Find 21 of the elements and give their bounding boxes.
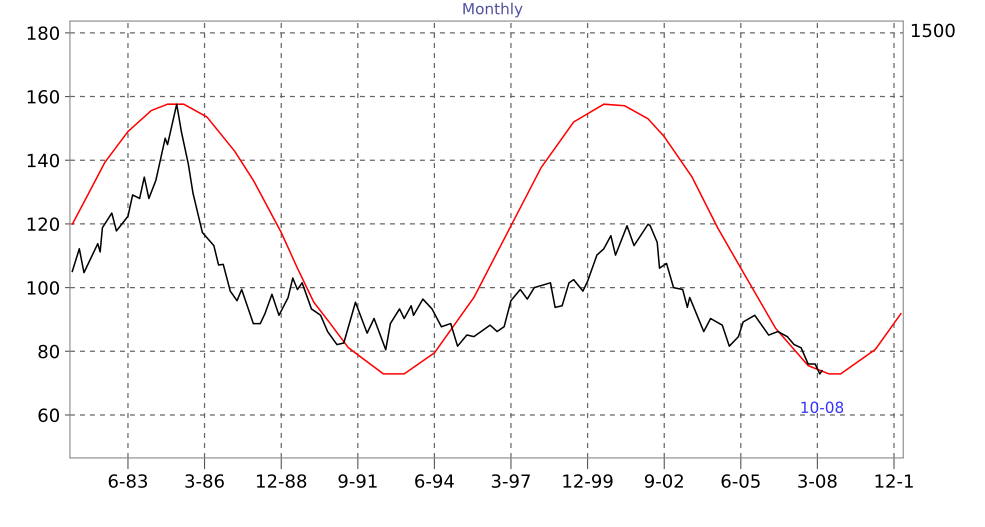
x-tick-label: 12-88 xyxy=(257,474,306,488)
x-tick-label: 9-02 xyxy=(644,474,683,488)
text: 1500 xyxy=(912,24,955,38)
y-tick-label: 160 xyxy=(28,90,60,104)
x-tick-label: 6-94 xyxy=(415,474,454,488)
y-tick-label: 100 xyxy=(28,281,60,295)
x-tick-label: 6-05 xyxy=(722,474,760,488)
x-tick-label: 3-08 xyxy=(798,474,837,488)
y-tick-label: 60 xyxy=(38,408,60,422)
y-tick-label: 140 xyxy=(28,154,60,168)
x-tick-label: 3-97 xyxy=(492,474,530,488)
x-tick-label: 6-83 xyxy=(108,474,148,488)
y-tick-label: 180 xyxy=(28,26,60,40)
x-tick-label: 12-99 xyxy=(563,474,613,488)
y-tick-label: 80 xyxy=(38,344,60,358)
x-tick-label: 12-1 xyxy=(876,474,913,488)
y-tick-label: 120 xyxy=(28,217,60,232)
chart-title: Monthly xyxy=(463,2,523,18)
x-tick-label: 9-91 xyxy=(338,474,377,488)
x-tick-label: 3-86 xyxy=(185,474,224,488)
annotation: 10-08 xyxy=(802,402,844,414)
